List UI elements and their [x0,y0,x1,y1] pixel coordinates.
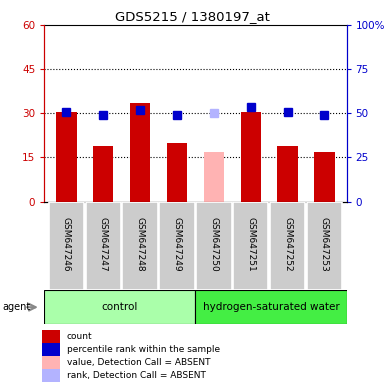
Text: percentile rank within the sample: percentile rank within the sample [67,345,220,354]
Text: GSM647249: GSM647249 [172,217,181,271]
Bar [42,343,60,356]
Text: GSM647251: GSM647251 [246,217,255,271]
Bar [278,146,298,202]
Bar [204,152,224,202]
Bar [122,202,158,290]
Text: GDS5215 / 1380197_at: GDS5215 / 1380197_at [115,10,270,23]
Bar [196,202,231,290]
Bar [196,290,346,324]
Bar [44,290,196,324]
Bar [130,103,150,202]
Text: control: control [102,302,138,312]
Bar [42,369,60,382]
Bar [233,202,268,290]
Bar [159,202,195,290]
Bar [270,202,305,290]
Text: GSM647248: GSM647248 [136,217,145,271]
Bar [56,112,77,202]
Bar [307,202,342,290]
Bar [85,202,121,290]
Bar [42,330,60,343]
Bar [241,112,261,202]
Text: hydrogen-saturated water: hydrogen-saturated water [203,302,339,312]
Text: GSM647250: GSM647250 [209,217,218,271]
Bar [93,146,113,202]
Bar [167,143,187,202]
Text: value, Detection Call = ABSENT: value, Detection Call = ABSENT [67,358,211,367]
Text: count: count [67,332,93,341]
Text: GSM647247: GSM647247 [99,217,108,271]
Bar [42,356,60,369]
Text: rank, Detection Call = ABSENT: rank, Detection Call = ABSENT [67,371,206,380]
Text: agent: agent [2,302,30,312]
Bar [49,202,84,290]
Text: GSM647246: GSM647246 [62,217,71,271]
Text: GSM647253: GSM647253 [320,217,329,271]
Bar [314,152,335,202]
Text: GSM647252: GSM647252 [283,217,292,271]
